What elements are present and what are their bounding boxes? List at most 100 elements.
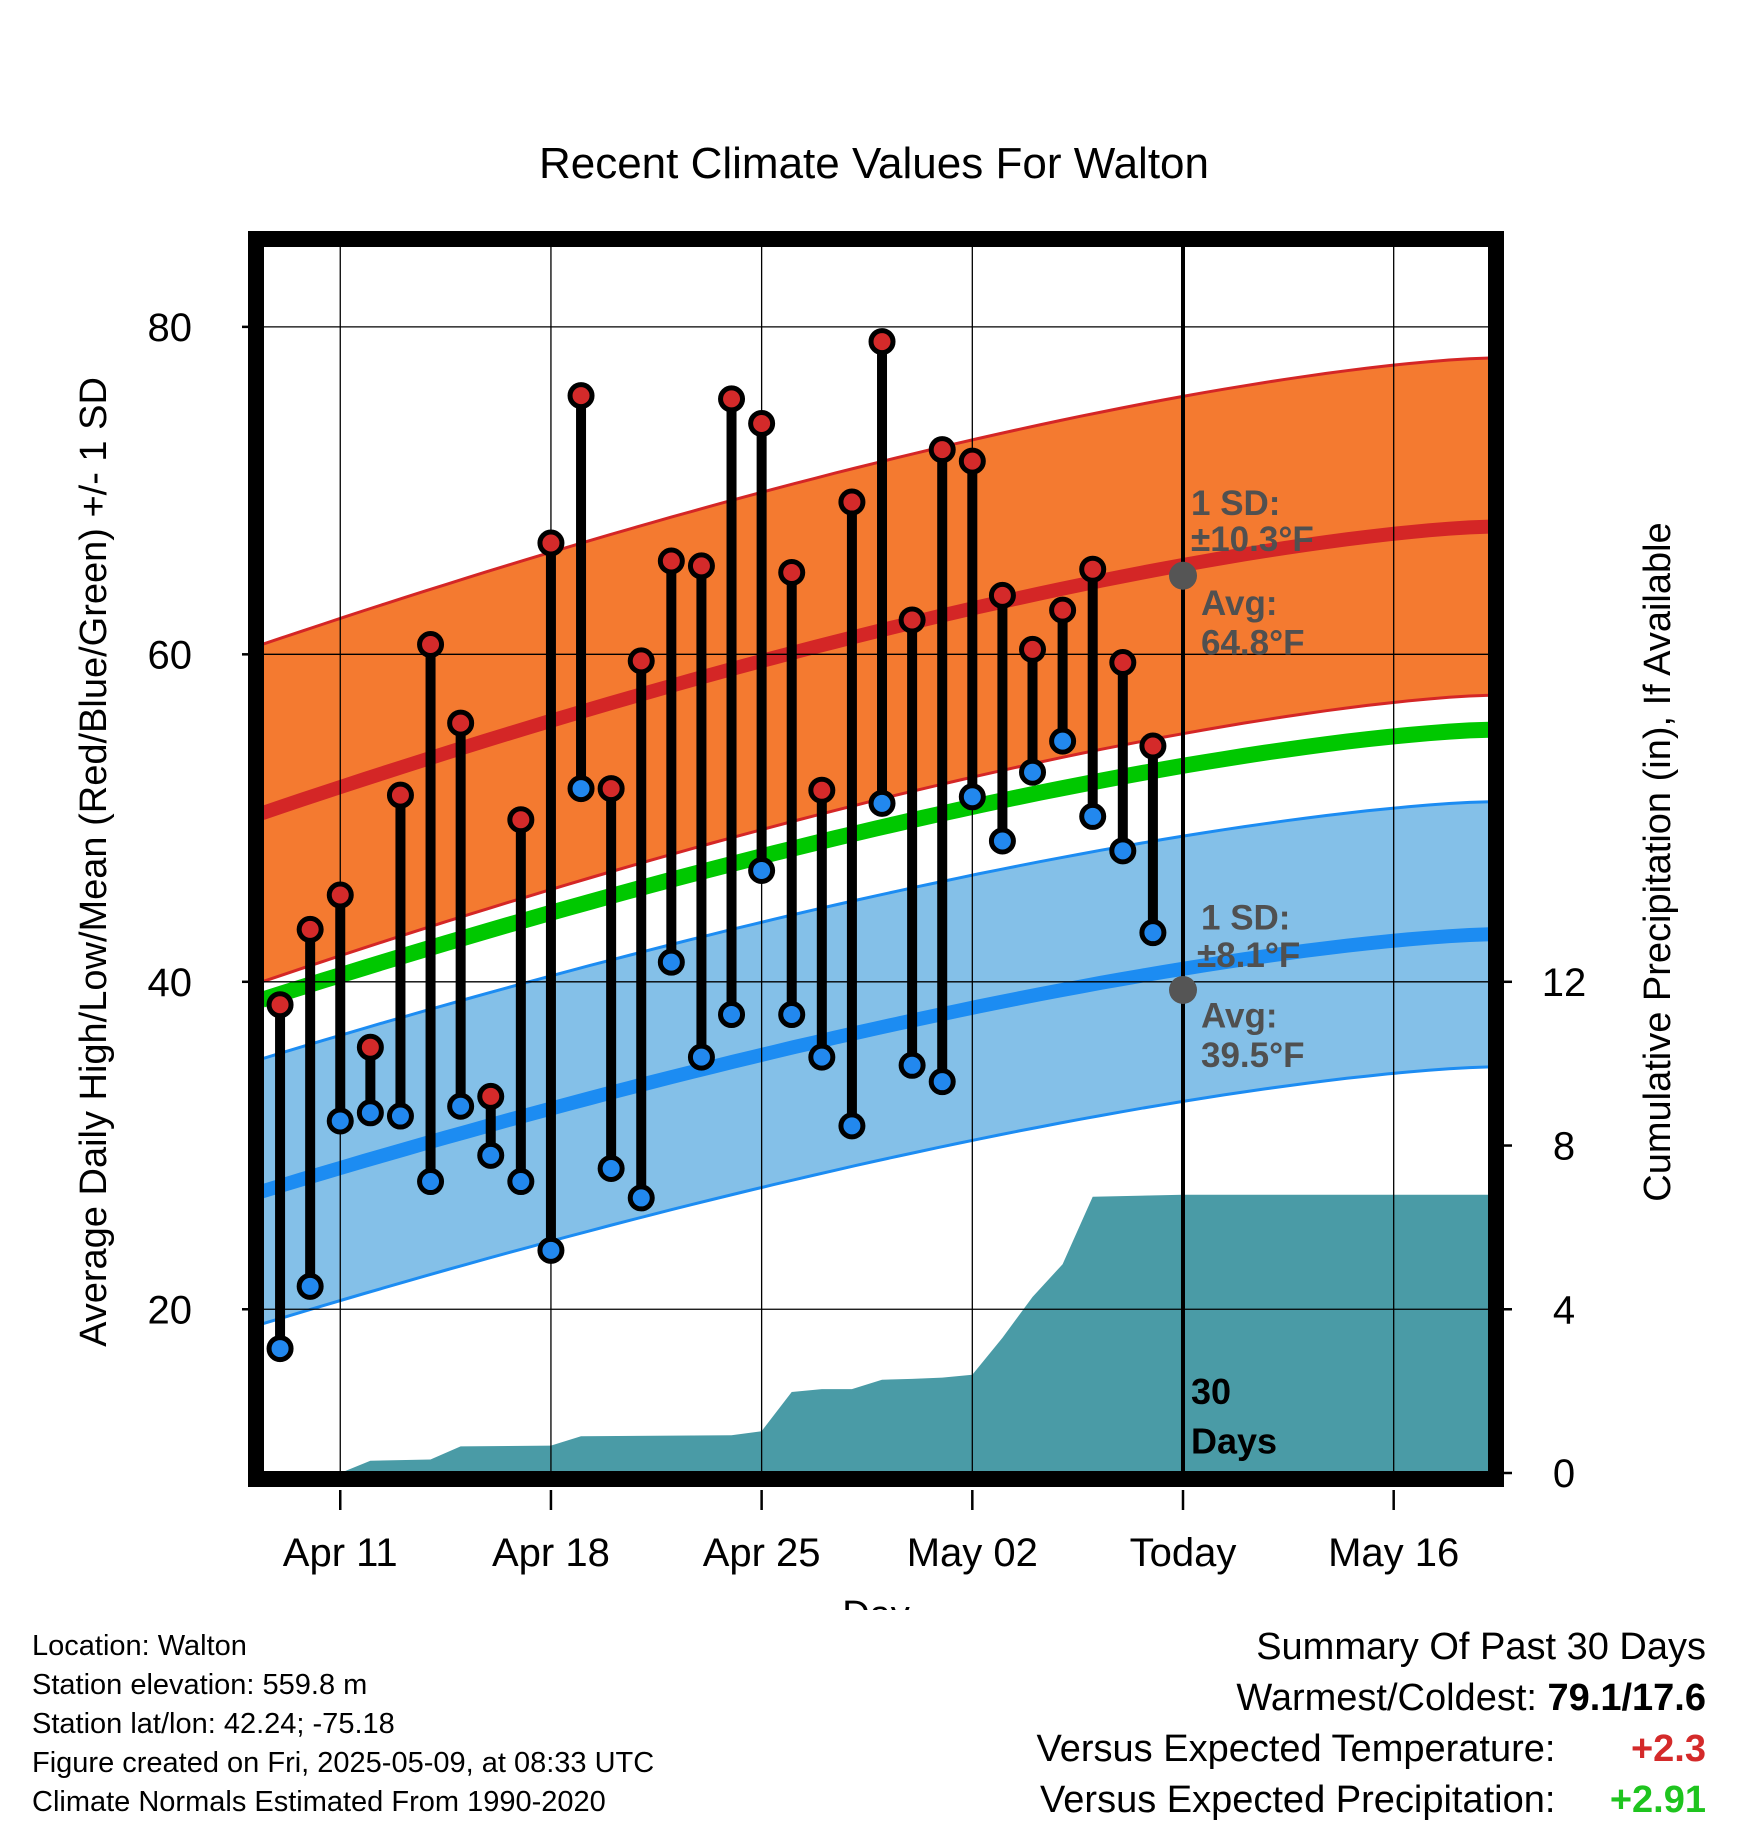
high-avg-value: 64.8°F [1201, 623, 1305, 662]
high-point [1019, 635, 1047, 663]
normals-text: Climate Normals Estimated From 1990-2020 [32, 1786, 606, 1818]
low-point [1019, 758, 1047, 786]
high-point [507, 806, 535, 834]
high-point [266, 991, 294, 1019]
y-tick-label: 60 [148, 633, 193, 677]
days-count-label: 30 [1191, 1371, 1231, 1412]
high-point [958, 447, 986, 475]
high-point [928, 436, 956, 464]
high-point [748, 409, 776, 437]
axes: Apr 11 Apr 18 Apr 25 May 02 Today May 1620406… [148, 306, 1587, 1575]
high-point [537, 529, 565, 557]
today-low-avg-marker [1169, 975, 1197, 1004]
x-tick-label: Apr 25 [703, 1531, 821, 1575]
low-point [988, 827, 1016, 855]
high-sd-label: 1 SD: [1191, 484, 1280, 523]
low-point [808, 1043, 836, 1071]
high-point [718, 385, 746, 413]
high-point [988, 581, 1016, 609]
low-point [417, 1168, 445, 1196]
low-point [657, 948, 685, 976]
low-point [386, 1102, 414, 1130]
high-point [898, 606, 926, 634]
plot-frame [248, 231, 1504, 1487]
high-point [1109, 649, 1137, 677]
x-tick-label: May 16 [1328, 1531, 1459, 1575]
low-point [266, 1335, 294, 1363]
low-point [898, 1051, 926, 1079]
high-point [1139, 732, 1167, 760]
summary-heading: Summary Of Past 30 Days [1256, 1626, 1706, 1668]
high-point [567, 382, 595, 410]
low-point [447, 1092, 475, 1120]
low-point [1139, 919, 1167, 947]
high-point [627, 647, 655, 675]
y2-tick-label: 8 [1553, 1125, 1575, 1169]
normal-low-line [262, 927, 1490, 1199]
y-axis-label: Average Daily High/Low/Mean (Red/Blue/Gr… [73, 377, 115, 1347]
high-point [657, 547, 685, 575]
normal-high-line [262, 519, 1490, 820]
elevation-text: Station elevation: 559.8 m [32, 1669, 368, 1701]
high-point [808, 776, 836, 804]
low-point [627, 1184, 655, 1212]
low-point [597, 1154, 625, 1182]
x-tick-label: Apr 11 [283, 1531, 398, 1575]
y-tick-label: 80 [148, 306, 193, 350]
warmest-value: 79.1/17.6 [1547, 1677, 1706, 1719]
low-sd-band-lower-edge [262, 1065, 1490, 1326]
low-point [537, 1236, 565, 1264]
low-point [356, 1099, 384, 1127]
temp-value: +2.3 [1630, 1728, 1706, 1770]
high-point [447, 709, 475, 737]
low-sd-band-upper-edge [262, 800, 1490, 1061]
y2-tick-label: 4 [1553, 1288, 1575, 1332]
days-word-label: Days [1191, 1420, 1277, 1461]
high-point [687, 552, 715, 580]
climate-chart: Recent Climate Values For Walton 1 SD:±1… [73, 139, 1679, 1610]
low-point [477, 1141, 505, 1169]
high-point [1049, 596, 1077, 624]
x-tick-label: May 02 [907, 1531, 1038, 1575]
high-point [1079, 555, 1107, 583]
location-text: Location: Walton [32, 1630, 247, 1662]
summary-precip-row: Versus Expected Precipitation: +2.91 [1037, 1775, 1706, 1826]
low-point [928, 1068, 956, 1096]
high-point [597, 775, 625, 803]
x-tick-label: Apr 18 [492, 1531, 610, 1575]
high-point [868, 328, 896, 356]
high-sd-value: ±10.3°F [1191, 520, 1314, 559]
temp-label: Versus Expected Temperature: [1036, 1728, 1556, 1770]
low-point [687, 1043, 715, 1071]
y2-axis-label: Cumulative Precipitation (in), If Availa… [1637, 522, 1679, 1201]
x-axis-label: Day [842, 1594, 910, 1610]
summary-warmest-row: Warmest/Coldest: 79.1/17.6 [1037, 1673, 1706, 1724]
low-point [507, 1168, 535, 1196]
precip-value: +2.91 [1609, 1779, 1706, 1821]
low-point [1049, 727, 1077, 755]
y2-tick-label: 12 [1542, 961, 1587, 1005]
low-point [1109, 837, 1137, 865]
today-high-avg-marker [1169, 561, 1197, 590]
low-sd-label: 1 SD: [1201, 898, 1290, 937]
high-point [386, 781, 414, 809]
low-point [958, 783, 986, 811]
low-point [296, 1272, 324, 1300]
low-point [326, 1107, 354, 1135]
low-point [748, 856, 776, 884]
y-tick-label: 40 [148, 961, 193, 1005]
created-text: Figure created on Fri, 2025-05-09, at 08… [32, 1747, 655, 1779]
high-point [356, 1033, 384, 1061]
low-point [567, 775, 595, 803]
high-point [417, 631, 445, 659]
y-tick-label: 20 [148, 1288, 193, 1332]
latlon-text: Station lat/lon: 42.24; -75.18 [32, 1708, 395, 1740]
summary-panel: Summary Of Past 30 Days Warmest/Coldest:… [1037, 1622, 1706, 1826]
low-point [1079, 802, 1107, 830]
low-point [778, 1001, 806, 1029]
high-point [778, 558, 806, 586]
station-info: Location: Walton Station elevation: 559.… [32, 1627, 654, 1822]
chart-title: Recent Climate Values For Walton [539, 139, 1209, 188]
low-avg-value: 39.5°F [1201, 1036, 1305, 1075]
